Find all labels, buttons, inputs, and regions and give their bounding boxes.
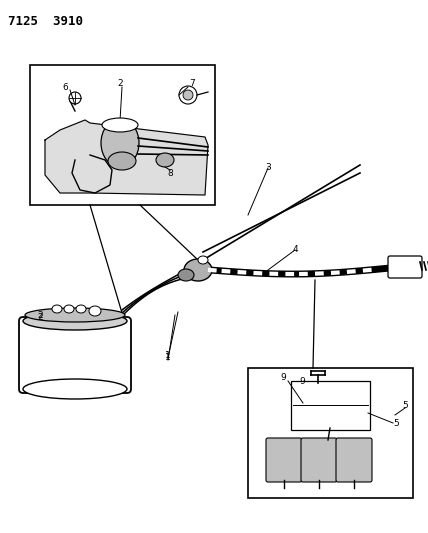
Text: 5: 5 [393,418,399,427]
Ellipse shape [69,92,81,104]
Ellipse shape [183,90,193,100]
Text: 7: 7 [189,78,195,87]
Ellipse shape [198,256,208,264]
Ellipse shape [52,305,62,313]
Text: 9: 9 [299,377,305,386]
Text: 6: 6 [62,83,68,92]
Text: 1: 1 [165,351,171,359]
Ellipse shape [178,269,194,281]
Text: 3: 3 [265,164,271,173]
Text: 2: 2 [37,311,43,319]
Ellipse shape [64,305,74,313]
Text: 4: 4 [292,246,298,254]
Text: 8: 8 [167,168,173,177]
Ellipse shape [102,118,138,132]
Bar [30,65,215,205]
Ellipse shape [23,312,127,330]
FancyBboxPatch shape [19,317,131,393]
Text: 5: 5 [402,400,408,409]
Ellipse shape [101,119,139,167]
Bar [248,368,413,498]
FancyBboxPatch shape [388,256,422,278]
Text: 9: 9 [280,374,286,383]
Ellipse shape [76,305,86,313]
Polygon shape [45,120,208,195]
Ellipse shape [25,308,125,322]
FancyBboxPatch shape [301,438,337,482]
Ellipse shape [156,153,174,167]
Ellipse shape [179,86,197,104]
Ellipse shape [108,152,136,170]
FancyBboxPatch shape [291,381,370,430]
Ellipse shape [23,379,127,399]
Ellipse shape [89,306,101,316]
Text: 1: 1 [165,353,171,362]
FancyBboxPatch shape [336,438,372,482]
Text: 7125  3910: 7125 3910 [8,15,83,28]
Text: 2: 2 [37,313,43,322]
Text: 2: 2 [117,78,123,87]
Ellipse shape [184,259,212,281]
FancyBboxPatch shape [266,438,302,482]
